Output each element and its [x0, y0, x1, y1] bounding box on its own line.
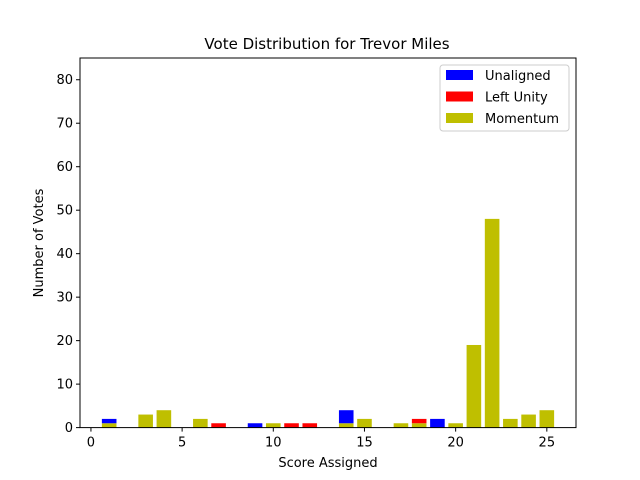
bar-momentum-14 — [338, 423, 354, 428]
chart-title: Vote Distribution for Trevor Miles — [204, 35, 449, 53]
bar-momentum-20 — [448, 423, 463, 428]
bar-momentum-21 — [466, 344, 482, 428]
y-tick-label: 10 — [56, 378, 73, 393]
bar-momentum-25 — [539, 410, 555, 428]
bar-momentum-3 — [138, 414, 153, 428]
bars-layer — [101, 218, 555, 428]
bar-momentum-6 — [193, 418, 208, 428]
bar-momentum-23 — [503, 418, 518, 428]
y-tick-label: 50 — [56, 204, 73, 219]
legend-swatch-left-unity — [446, 91, 473, 102]
bar-unaligned-1 — [101, 418, 117, 424]
bar-momentum-15 — [357, 418, 372, 428]
legend-label-left-unity: Left Unity — [485, 91, 548, 106]
bar-left-unity-18 — [411, 418, 427, 424]
y-axis-ticks: 0 10 20 30 40 50 60 70 80 — [56, 73, 80, 436]
y-tick-label: 0 — [65, 421, 73, 436]
plot-frame — [79, 57, 577, 429]
y-tick-label: 40 — [56, 247, 73, 262]
x-tick-label: 15 — [356, 436, 373, 451]
legend-label-unaligned: Unaligned — [485, 69, 551, 84]
bar-unaligned-14 — [338, 410, 354, 424]
x-tick-label: 25 — [539, 436, 556, 451]
x-axis-label: Score Assigned — [278, 456, 377, 471]
bar-momentum-18 — [411, 423, 427, 428]
y-tick-label: 20 — [56, 334, 73, 349]
bar-momentum-1 — [101, 423, 117, 428]
y-tick-label: 60 — [56, 160, 73, 175]
legend-label-momentum: Momentum — [485, 112, 559, 127]
bar-momentum-4 — [156, 410, 172, 428]
y-tick-label: 80 — [56, 73, 73, 88]
x-tick-label: 20 — [447, 436, 464, 451]
bar-momentum-10 — [266, 423, 281, 428]
bar-unaligned-9 — [247, 423, 263, 428]
x-tick-label: 0 — [87, 436, 95, 451]
bar-left-unity-11 — [284, 423, 299, 428]
bar-momentum-24 — [521, 414, 536, 428]
bar-left-unity-12 — [302, 423, 318, 428]
x-tick-label: 10 — [265, 436, 282, 451]
bar-left-unity-7 — [211, 423, 226, 428]
x-tick-label: 5 — [178, 436, 186, 451]
bar-momentum-22 — [484, 218, 500, 428]
legend: Unaligned Left Unity Momentum — [439, 64, 570, 132]
x-axis-ticks: 0 5 10 15 20 25 — [87, 427, 556, 451]
y-tick-label: 70 — [56, 117, 73, 132]
legend-swatch-momentum — [446, 113, 473, 123]
legend-swatch-unaligned — [446, 70, 473, 80]
y-axis-label: Number of Votes — [32, 188, 47, 297]
y-tick-label: 30 — [56, 291, 73, 306]
bar-unaligned-19 — [430, 418, 445, 428]
bar-momentum-17 — [393, 423, 409, 428]
